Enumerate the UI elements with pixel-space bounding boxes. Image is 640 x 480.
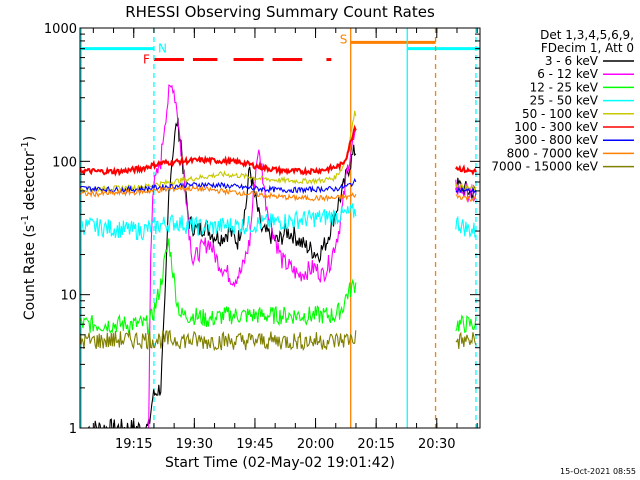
y-axis-label: Count Rate (s-1 detector-1) — [20, 136, 38, 320]
legend-entry-label: 25 - 50 keV — [530, 94, 599, 108]
series-line — [455, 314, 477, 334]
series-line — [80, 238, 357, 336]
y-tick-label: 1 — [69, 422, 77, 437]
y-tick-label: 1000 — [44, 22, 77, 37]
plot-frame — [79, 27, 481, 429]
series-line — [148, 84, 357, 428]
series-line — [80, 183, 357, 203]
flag-bars — [80, 40, 480, 62]
series-line — [455, 177, 477, 200]
x-tick-label: 20:15 — [357, 437, 394, 452]
saa-flag-label: S — [340, 32, 348, 46]
x-tick-label: 19:30 — [176, 437, 213, 452]
series-line — [80, 110, 357, 193]
chart-title: RHESSI Observing Summary Count Rates — [125, 3, 435, 21]
legend-entry-label: 7000 - 15000 keV — [491, 160, 598, 174]
series-line — [455, 186, 477, 195]
series-line — [455, 194, 477, 203]
series-lines — [80, 84, 477, 428]
boundary-lines — [80, 28, 477, 428]
series-line — [455, 331, 477, 349]
x-tick-label: 20:30 — [418, 437, 455, 452]
legend-header-decimation: FDecim 1, Att 0 — [541, 41, 634, 55]
legend: Det 1,3,4,5,6,9, FDecim 1, Att 0 3 - 6 k… — [491, 28, 634, 174]
legend-header-detectors: Det 1,3,4,5,6,9, — [540, 28, 634, 42]
series-line — [87, 117, 357, 428]
series-line — [80, 329, 357, 352]
series-line — [454, 164, 477, 176]
x-axis-label: Start Time (02-May-02 19:01:42) — [165, 455, 395, 471]
night-flag-label: N — [158, 42, 167, 56]
x-tick-label: 20:00 — [297, 437, 334, 452]
series-line — [80, 124, 357, 177]
footer-timestamp: 15-Oct-2021 08:55 — [560, 467, 636, 476]
series-line — [80, 203, 357, 241]
legend-entry-label: 100 - 300 keV — [514, 120, 598, 134]
y-tick-label: 100 — [52, 155, 77, 170]
series-line — [455, 215, 477, 239]
legend-entry-label: 50 - 100 keV — [522, 107, 599, 121]
x-axis: 19:15 19:30 19:45 20:00 20:15 20:30 — [92, 28, 478, 452]
legend-entry-label: 12 - 25 keV — [530, 80, 599, 94]
flare-flag-label: F — [143, 53, 150, 67]
y-tick-label: 10 — [60, 289, 77, 304]
legend-entry-label: 6 - 12 keV — [537, 67, 599, 81]
legend-entry-label: 300 - 800 keV — [514, 133, 598, 147]
y-axis: 1 10 100 1000 — [44, 22, 480, 437]
x-tick-label: 19:45 — [236, 437, 273, 452]
legend-entry-label: 800 - 7000 keV — [507, 146, 599, 160]
x-tick-label: 19:15 — [115, 437, 152, 452]
legend-entry-label: 3 - 6 keV — [545, 54, 599, 68]
flag-labels: N S F — [143, 32, 347, 66]
